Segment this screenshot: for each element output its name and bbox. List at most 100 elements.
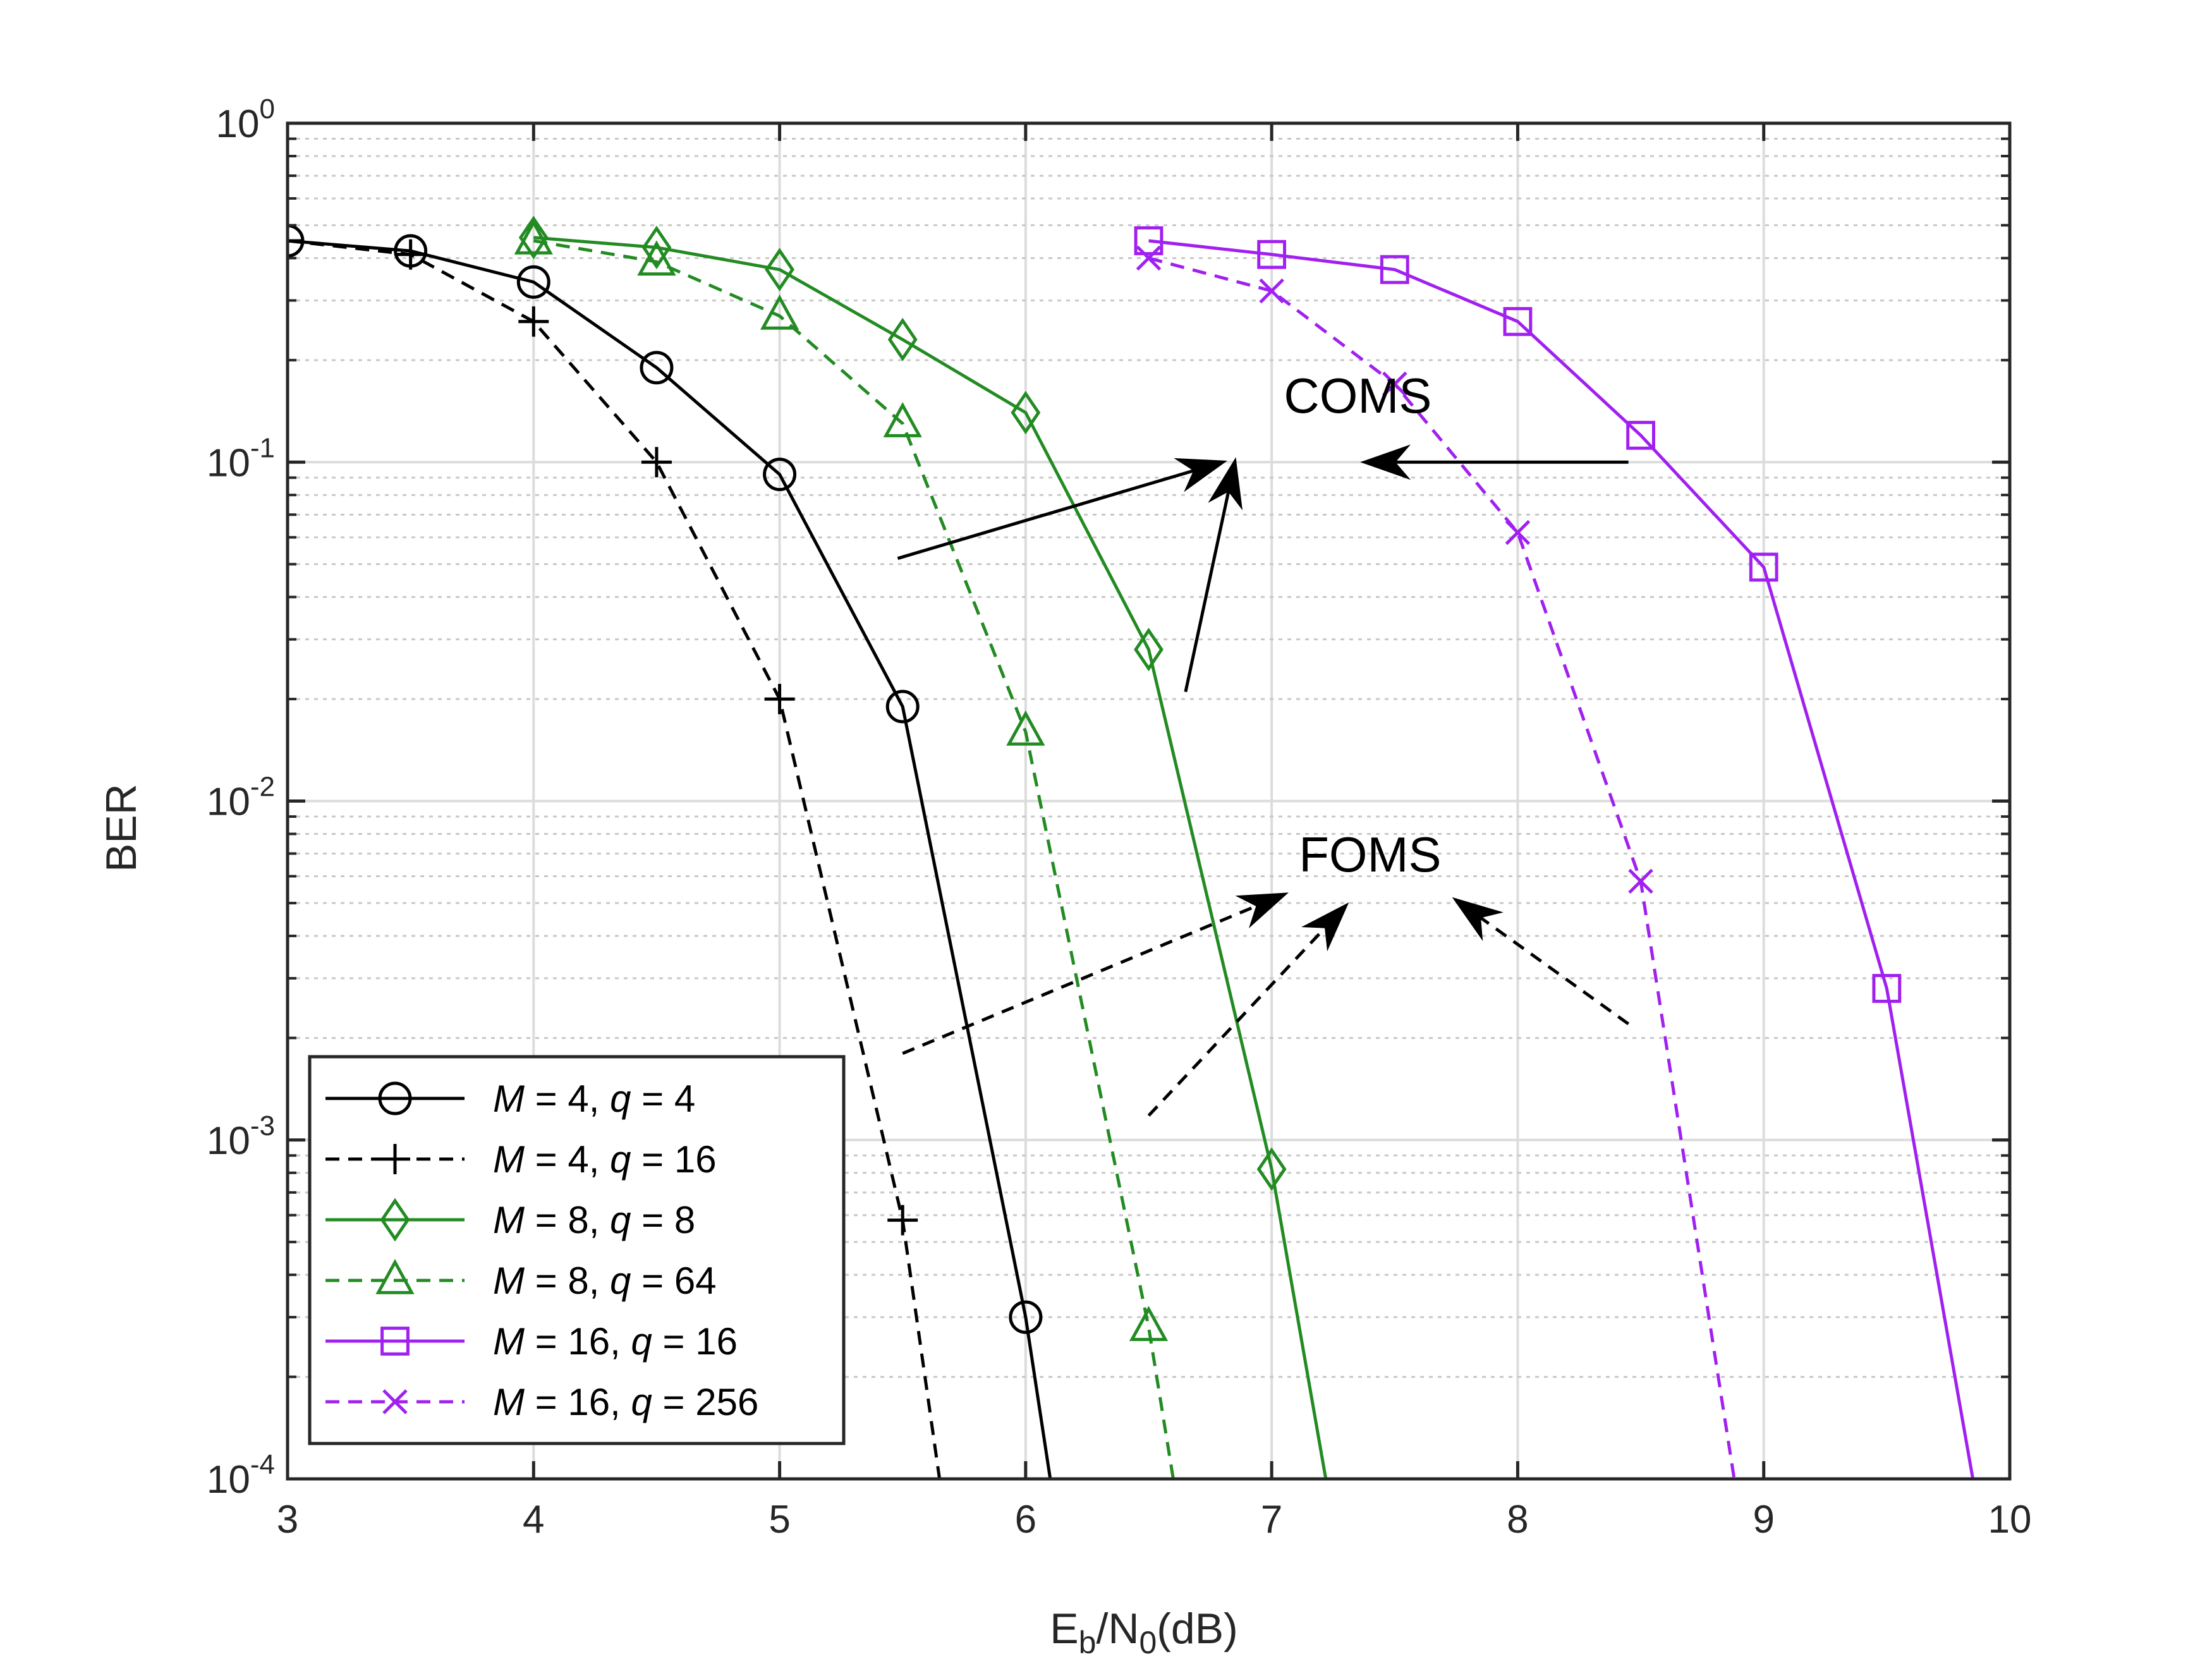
legend-m: M — [493, 1078, 525, 1120]
annotations: COMS FOMS — [897, 368, 1630, 1117]
legend: M = 4, q = 4M = 4, q = 16M = 8, q = 8M =… — [308, 1055, 846, 1445]
legend-label: M = 4, q = 4 — [493, 1078, 695, 1120]
legend-qval: = 64 — [631, 1260, 716, 1302]
data-point — [516, 265, 550, 299]
data-point — [1134, 226, 1164, 255]
y-tick-exponent: -2 — [250, 772, 275, 803]
legend-mval: = 8, — [525, 1260, 610, 1302]
x-tick-label: 7 — [1261, 1498, 1282, 1541]
data-point — [1136, 245, 1162, 271]
data-point — [378, 1081, 412, 1115]
x-tick-label: 10 — [1988, 1498, 2032, 1541]
legend-box — [308, 1055, 846, 1445]
y-tick-label: 10-3 — [207, 1110, 275, 1163]
data-point — [382, 1389, 408, 1414]
axes — [286, 121, 2012, 1481]
series-5 — [1134, 226, 1975, 1479]
y-tick-base: 10 — [207, 781, 250, 824]
y-tick-base: 10 — [207, 1119, 250, 1163]
series-6 — [1136, 245, 1736, 1479]
legend-q: q — [610, 1138, 631, 1181]
legend-m: M — [493, 1320, 525, 1363]
y-tick-exponent: -1 — [250, 432, 275, 463]
data-point — [380, 1198, 410, 1242]
data-point — [763, 458, 797, 492]
legend-mval: = 16, — [525, 1381, 631, 1423]
data-point — [764, 684, 795, 715]
series-line — [533, 236, 1328, 1479]
x-tick-label: 3 — [277, 1498, 298, 1541]
data-point — [885, 690, 920, 724]
data-point — [518, 216, 549, 260]
data-point — [887, 1205, 918, 1236]
data-point — [1505, 520, 1531, 545]
y-tick-base: 10 — [207, 1458, 250, 1502]
series-line — [288, 239, 1052, 1479]
series-3 — [518, 216, 1328, 1479]
data-point — [1628, 868, 1653, 894]
annotation-arrow — [897, 458, 1227, 560]
y-tick-base: 10 — [207, 441, 250, 485]
legend-qval: = 16 — [652, 1320, 738, 1363]
data-point — [288, 225, 303, 256]
legend-mval: = 8, — [525, 1199, 610, 1241]
legend-m: M — [493, 1138, 525, 1181]
data-point — [1382, 371, 1407, 397]
data-point — [883, 402, 922, 437]
data-point — [1749, 552, 1778, 582]
data-point — [1006, 710, 1045, 746]
series-line — [1148, 239, 1975, 1479]
legend-qval: = 16 — [631, 1138, 716, 1181]
data-point — [641, 447, 672, 478]
legend-q: q — [610, 1078, 631, 1120]
y-tick-label: 100 — [216, 94, 275, 146]
annotation-arrow — [1184, 457, 1243, 693]
data-point — [1256, 1147, 1287, 1191]
legend-item: M = 16, q = 256 — [325, 1381, 758, 1423]
data-point — [1503, 307, 1533, 336]
legend-mval: = 16, — [525, 1320, 631, 1363]
legend-qval: = 8 — [631, 1199, 695, 1241]
data-point — [1626, 420, 1655, 450]
annotation-arrow — [1452, 897, 1630, 1026]
x-tick-label: 5 — [769, 1498, 790, 1541]
annotation-arrow — [902, 892, 1289, 1055]
legend-item: M = 4, q = 16 — [325, 1138, 717, 1181]
data-point — [760, 294, 799, 330]
y-tick-label: 10-2 — [207, 772, 275, 824]
legend-item: M = 4, q = 4 — [325, 1078, 695, 1120]
legend-mval: = 4, — [525, 1138, 610, 1181]
legend-q: q — [610, 1260, 631, 1302]
legend-m: M — [493, 1260, 525, 1302]
legend-label: M = 16, q = 256 — [493, 1381, 758, 1423]
legend-label: M = 8, q = 8 — [493, 1199, 695, 1241]
y-axis-label: BER — [97, 784, 145, 872]
x-tick-label: 4 — [523, 1498, 544, 1541]
annotation-foms: FOMS — [902, 827, 1630, 1117]
annotation-coms: COMS — [897, 368, 1629, 693]
y-tick-exponent: 0 — [260, 94, 275, 125]
y-tick-label: 10-4 — [207, 1449, 275, 1502]
series-1 — [288, 224, 1052, 1479]
data-point — [375, 1259, 415, 1294]
plot-area — [288, 216, 1975, 1479]
data-point — [380, 1144, 410, 1174]
y-tick-base: 10 — [216, 102, 260, 146]
series-line — [1148, 256, 1736, 1479]
legend-mval: = 4, — [525, 1078, 610, 1120]
data-point — [1872, 974, 1902, 1003]
legend-m: M — [493, 1199, 525, 1241]
data-point — [380, 1327, 410, 1356]
legend-item: M = 16, q = 16 — [325, 1320, 738, 1363]
annotation-label: COMS — [1284, 368, 1431, 423]
data-point — [637, 240, 676, 276]
data-point — [640, 351, 674, 385]
annotation-label: FOMS — [1299, 827, 1441, 882]
legend-label: M = 4, q = 16 — [493, 1138, 717, 1181]
data-point — [395, 239, 426, 270]
legend-item: M = 8, q = 64 — [325, 1259, 717, 1302]
data-point — [1134, 628, 1164, 672]
x-tick-label: 8 — [1507, 1498, 1528, 1541]
